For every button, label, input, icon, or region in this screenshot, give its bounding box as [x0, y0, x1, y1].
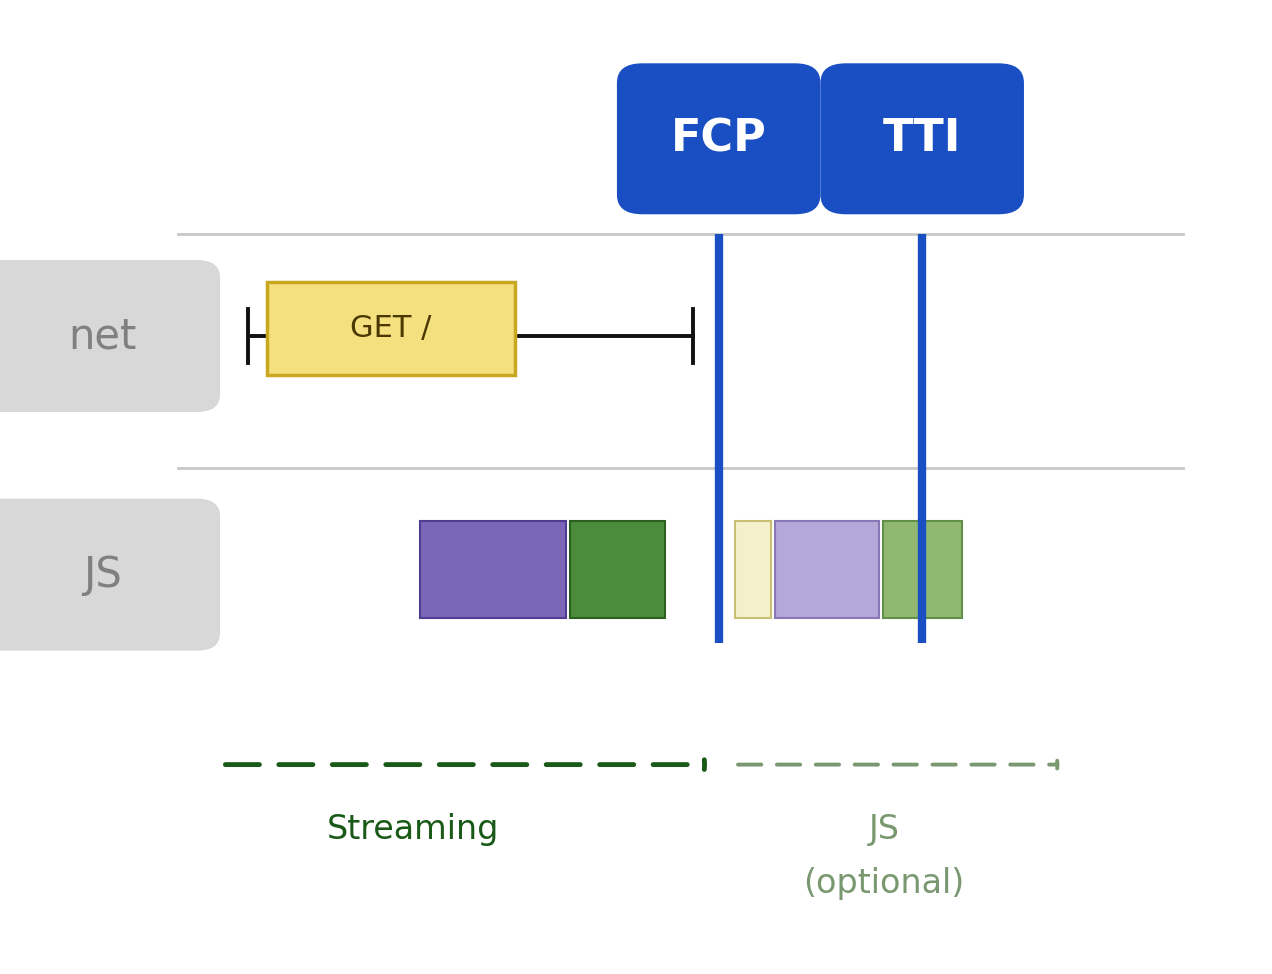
- Text: FCP: FCP: [670, 117, 767, 161]
- FancyBboxPatch shape: [267, 282, 515, 375]
- FancyBboxPatch shape: [420, 521, 566, 618]
- FancyBboxPatch shape: [0, 260, 220, 412]
- Text: Streaming: Streaming: [327, 813, 500, 846]
- FancyBboxPatch shape: [820, 63, 1024, 214]
- FancyBboxPatch shape: [735, 521, 771, 618]
- Text: GET /: GET /: [351, 315, 431, 343]
- Text: TTI: TTI: [883, 117, 962, 161]
- FancyBboxPatch shape: [775, 521, 879, 618]
- Text: JS: JS: [83, 553, 122, 596]
- Text: net: net: [69, 315, 136, 357]
- FancyBboxPatch shape: [617, 63, 820, 214]
- Text: JS: JS: [869, 813, 899, 846]
- FancyBboxPatch shape: [570, 521, 665, 618]
- FancyBboxPatch shape: [883, 521, 962, 618]
- Text: (optional): (optional): [804, 867, 964, 900]
- FancyBboxPatch shape: [0, 499, 220, 651]
